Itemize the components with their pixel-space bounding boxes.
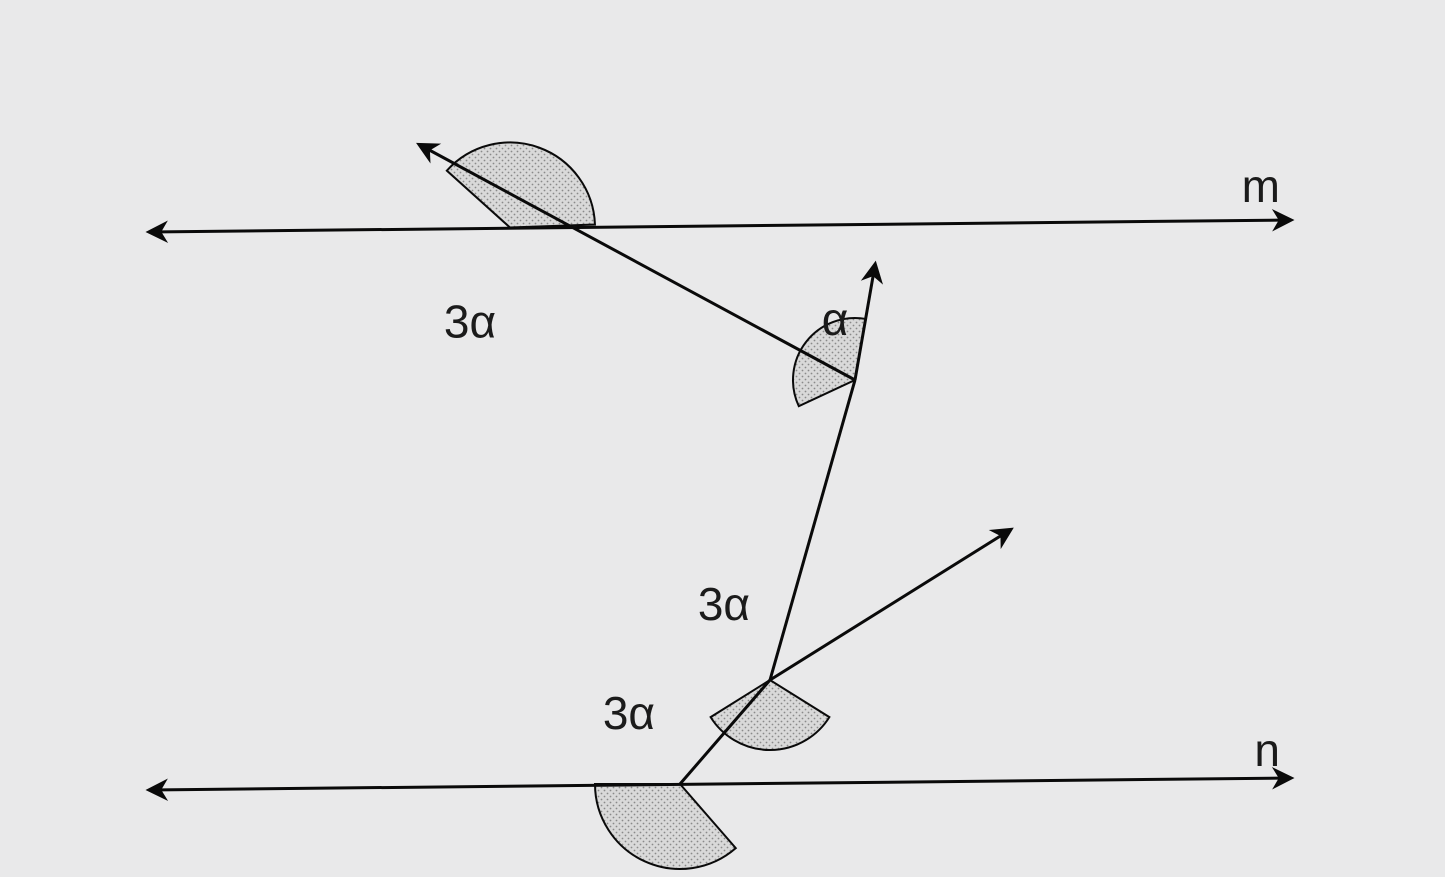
label-angle-alpha: α bbox=[822, 293, 849, 345]
label-line-n: n bbox=[1254, 724, 1280, 776]
page: PROBLEMA 03.- Si m // n . Calcule la m α bbox=[0, 0, 1445, 877]
label-line-m: m bbox=[1242, 160, 1280, 212]
label-angle-3alpha-top: 3α bbox=[444, 296, 496, 348]
label-angle-3alpha-between: 3α bbox=[698, 578, 750, 630]
geometry-diagram: m n 3α α 3α 3α bbox=[0, 0, 1445, 877]
diagram-bg bbox=[0, 0, 1445, 877]
label-angle-3alpha-bottom: 3α bbox=[603, 687, 655, 739]
